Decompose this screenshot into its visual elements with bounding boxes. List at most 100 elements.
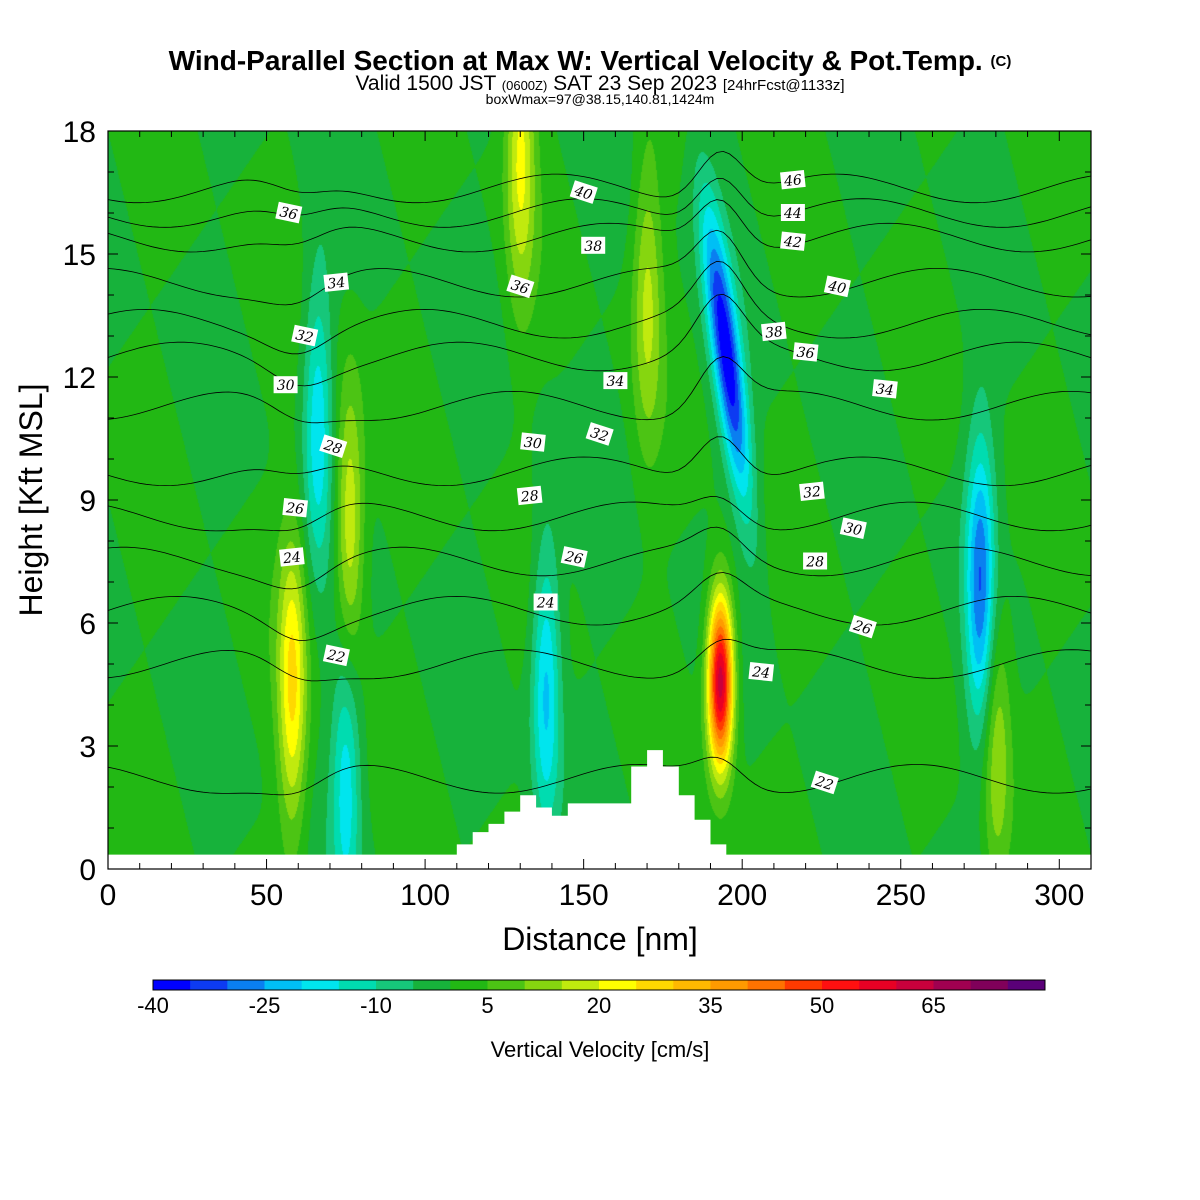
theta-label-text: 36: [509, 277, 531, 298]
x-axis: 0 50 100 150 200 250 300: [100, 131, 1092, 912]
colorbar-tick-label: -40: [137, 993, 169, 1018]
colorbar-swatch: [264, 980, 303, 990]
y-tick-label: 15: [63, 239, 96, 272]
colorbar-tick-label: 5: [481, 993, 493, 1018]
theta-contour-30: [108, 496, 1091, 532]
colorbar-swatch: [673, 980, 711, 990]
colorbar-swatch: [376, 980, 414, 990]
theta-label: 40: [569, 180, 598, 204]
x-tick-label: 200: [717, 879, 767, 912]
theta-label: 32: [291, 324, 319, 347]
theta-label: 30: [520, 432, 546, 452]
colorbar-label: Vertical Velocity [cm/s]: [491, 1037, 710, 1062]
colorbar-tick-label: -25: [249, 993, 281, 1018]
theta-label: 24: [533, 593, 558, 612]
colorbar-swatch: [153, 980, 191, 990]
theta-label-text: 24: [750, 664, 770, 682]
theta-label: 32: [585, 422, 614, 446]
theta-label: 26: [560, 546, 588, 568]
colorbar-swatch: [227, 980, 265, 990]
theta-label: 36: [506, 274, 535, 298]
chart-title-main: Wind-Parallel Section at Max W: Vertical…: [169, 45, 983, 76]
theta-contours: [108, 150, 1091, 796]
theta-label-text: 32: [802, 484, 821, 502]
colorbar-swatch: [301, 980, 340, 990]
copyright-mark: (C): [991, 53, 1012, 70]
colorbar-tick-label: 65: [921, 993, 945, 1018]
colorbar-swatch: [524, 980, 563, 990]
colorbar-tick-label: -10: [360, 993, 392, 1018]
theta-label-text: 44: [783, 206, 802, 222]
x-tick-label: 150: [559, 879, 609, 912]
theta-label-text: 36: [278, 204, 299, 223]
theta-label-text: 22: [325, 647, 347, 667]
theta-label: 34: [323, 272, 350, 293]
x-tick-label: 250: [876, 879, 926, 912]
theta-contour-24: [108, 638, 1091, 682]
subtitle-date: SAT 23 Sep 2023: [553, 72, 717, 95]
theta-contour-38: [108, 260, 1091, 355]
colorbar-swatch: [784, 980, 823, 990]
vertical-velocity-field: [108, 131, 1091, 869]
theta-label: 44: [780, 204, 805, 222]
theta-label-text: 28: [519, 488, 539, 506]
theta-label-text: 26: [850, 617, 873, 638]
theta-label-text: 40: [571, 183, 594, 204]
colorbar-swatch: [338, 980, 377, 990]
theta-contour-28: [108, 526, 1091, 590]
theta-label-text: 36: [796, 345, 815, 363]
y-tick-label: 3: [79, 731, 96, 764]
theta-label-text: 32: [294, 327, 315, 346]
theta-label: 36: [275, 201, 303, 224]
y-tick-label: 12: [63, 362, 96, 395]
chart-subtitle-2: boxWmax=97@38.15,140.81,1424m: [486, 91, 715, 107]
colorbar-swatch: [450, 980, 488, 990]
subtitle-valid: Valid 1500 JST: [355, 72, 496, 95]
colorbar-swatch: [487, 980, 526, 990]
colorbar-swatch: [822, 980, 860, 990]
colorbar-tick-label: 50: [810, 993, 834, 1018]
colorbar-swatch: [747, 980, 786, 990]
theta-contour-22: [108, 756, 1091, 796]
x-tick-label: 50: [250, 879, 283, 912]
theta-label: 28: [516, 485, 543, 506]
theta-label: 42: [780, 231, 806, 252]
colorbar-frame: [152, 979, 1046, 991]
theta-label-text: 24: [281, 550, 301, 568]
colorbar-swatch: [859, 980, 897, 990]
theta-label-text: 32: [588, 425, 610, 446]
colorbar: -40 -25 -10 5 20 35 50 65: [137, 979, 1046, 1018]
theta-label: 26: [282, 497, 308, 518]
theta-label: 24: [748, 661, 775, 682]
theta-label-text: 40: [826, 278, 848, 298]
y-axis-label: Height [Kft MSL]: [13, 384, 49, 617]
theta-label-text: 34: [327, 275, 346, 293]
y-tick-label: 18: [63, 116, 96, 149]
chart-title: Wind-Parallel Section at Max W: Vertical…: [169, 45, 1012, 76]
theta-contour-labels: 46 44 42 40 40 38 38 36 36 36 34 34 34 32 32 32 30 30 30 28…: [273, 169, 898, 794]
theta-contour-42: [108, 199, 1091, 253]
x-axis-label: Distance [nm]: [502, 921, 698, 957]
x-tick-label: 0: [100, 879, 117, 912]
theta-label: 38: [581, 236, 606, 255]
chart-subtitle: Valid 1500 JST (0600Z) SAT 23 Sep 2023 […: [355, 72, 844, 95]
theta-label-text: 34: [875, 381, 894, 399]
theta-label: 26: [848, 614, 877, 638]
theta-label: 38: [761, 321, 787, 342]
colorbar-swatch: [1007, 980, 1046, 990]
colorbar-tick-label: 20: [587, 993, 611, 1018]
theta-label-text: 38: [584, 239, 602, 255]
theta-contour-40: [108, 229, 1091, 306]
theta-label-text: 24: [536, 596, 555, 612]
subtitle-forecast: [24hrFcst@1133z]: [723, 77, 845, 94]
theta-label: 32: [799, 481, 825, 502]
colorbar-swatch: [413, 980, 451, 990]
theta-label-text: 30: [523, 435, 542, 453]
theta-label: 28: [319, 434, 348, 458]
theta-contour-34: [108, 356, 1091, 424]
theta-label: 34: [872, 379, 898, 399]
theta-label-text: 30: [843, 520, 864, 539]
colorbar-swatch: [970, 980, 1009, 990]
y-tick-label: 6: [79, 608, 96, 641]
